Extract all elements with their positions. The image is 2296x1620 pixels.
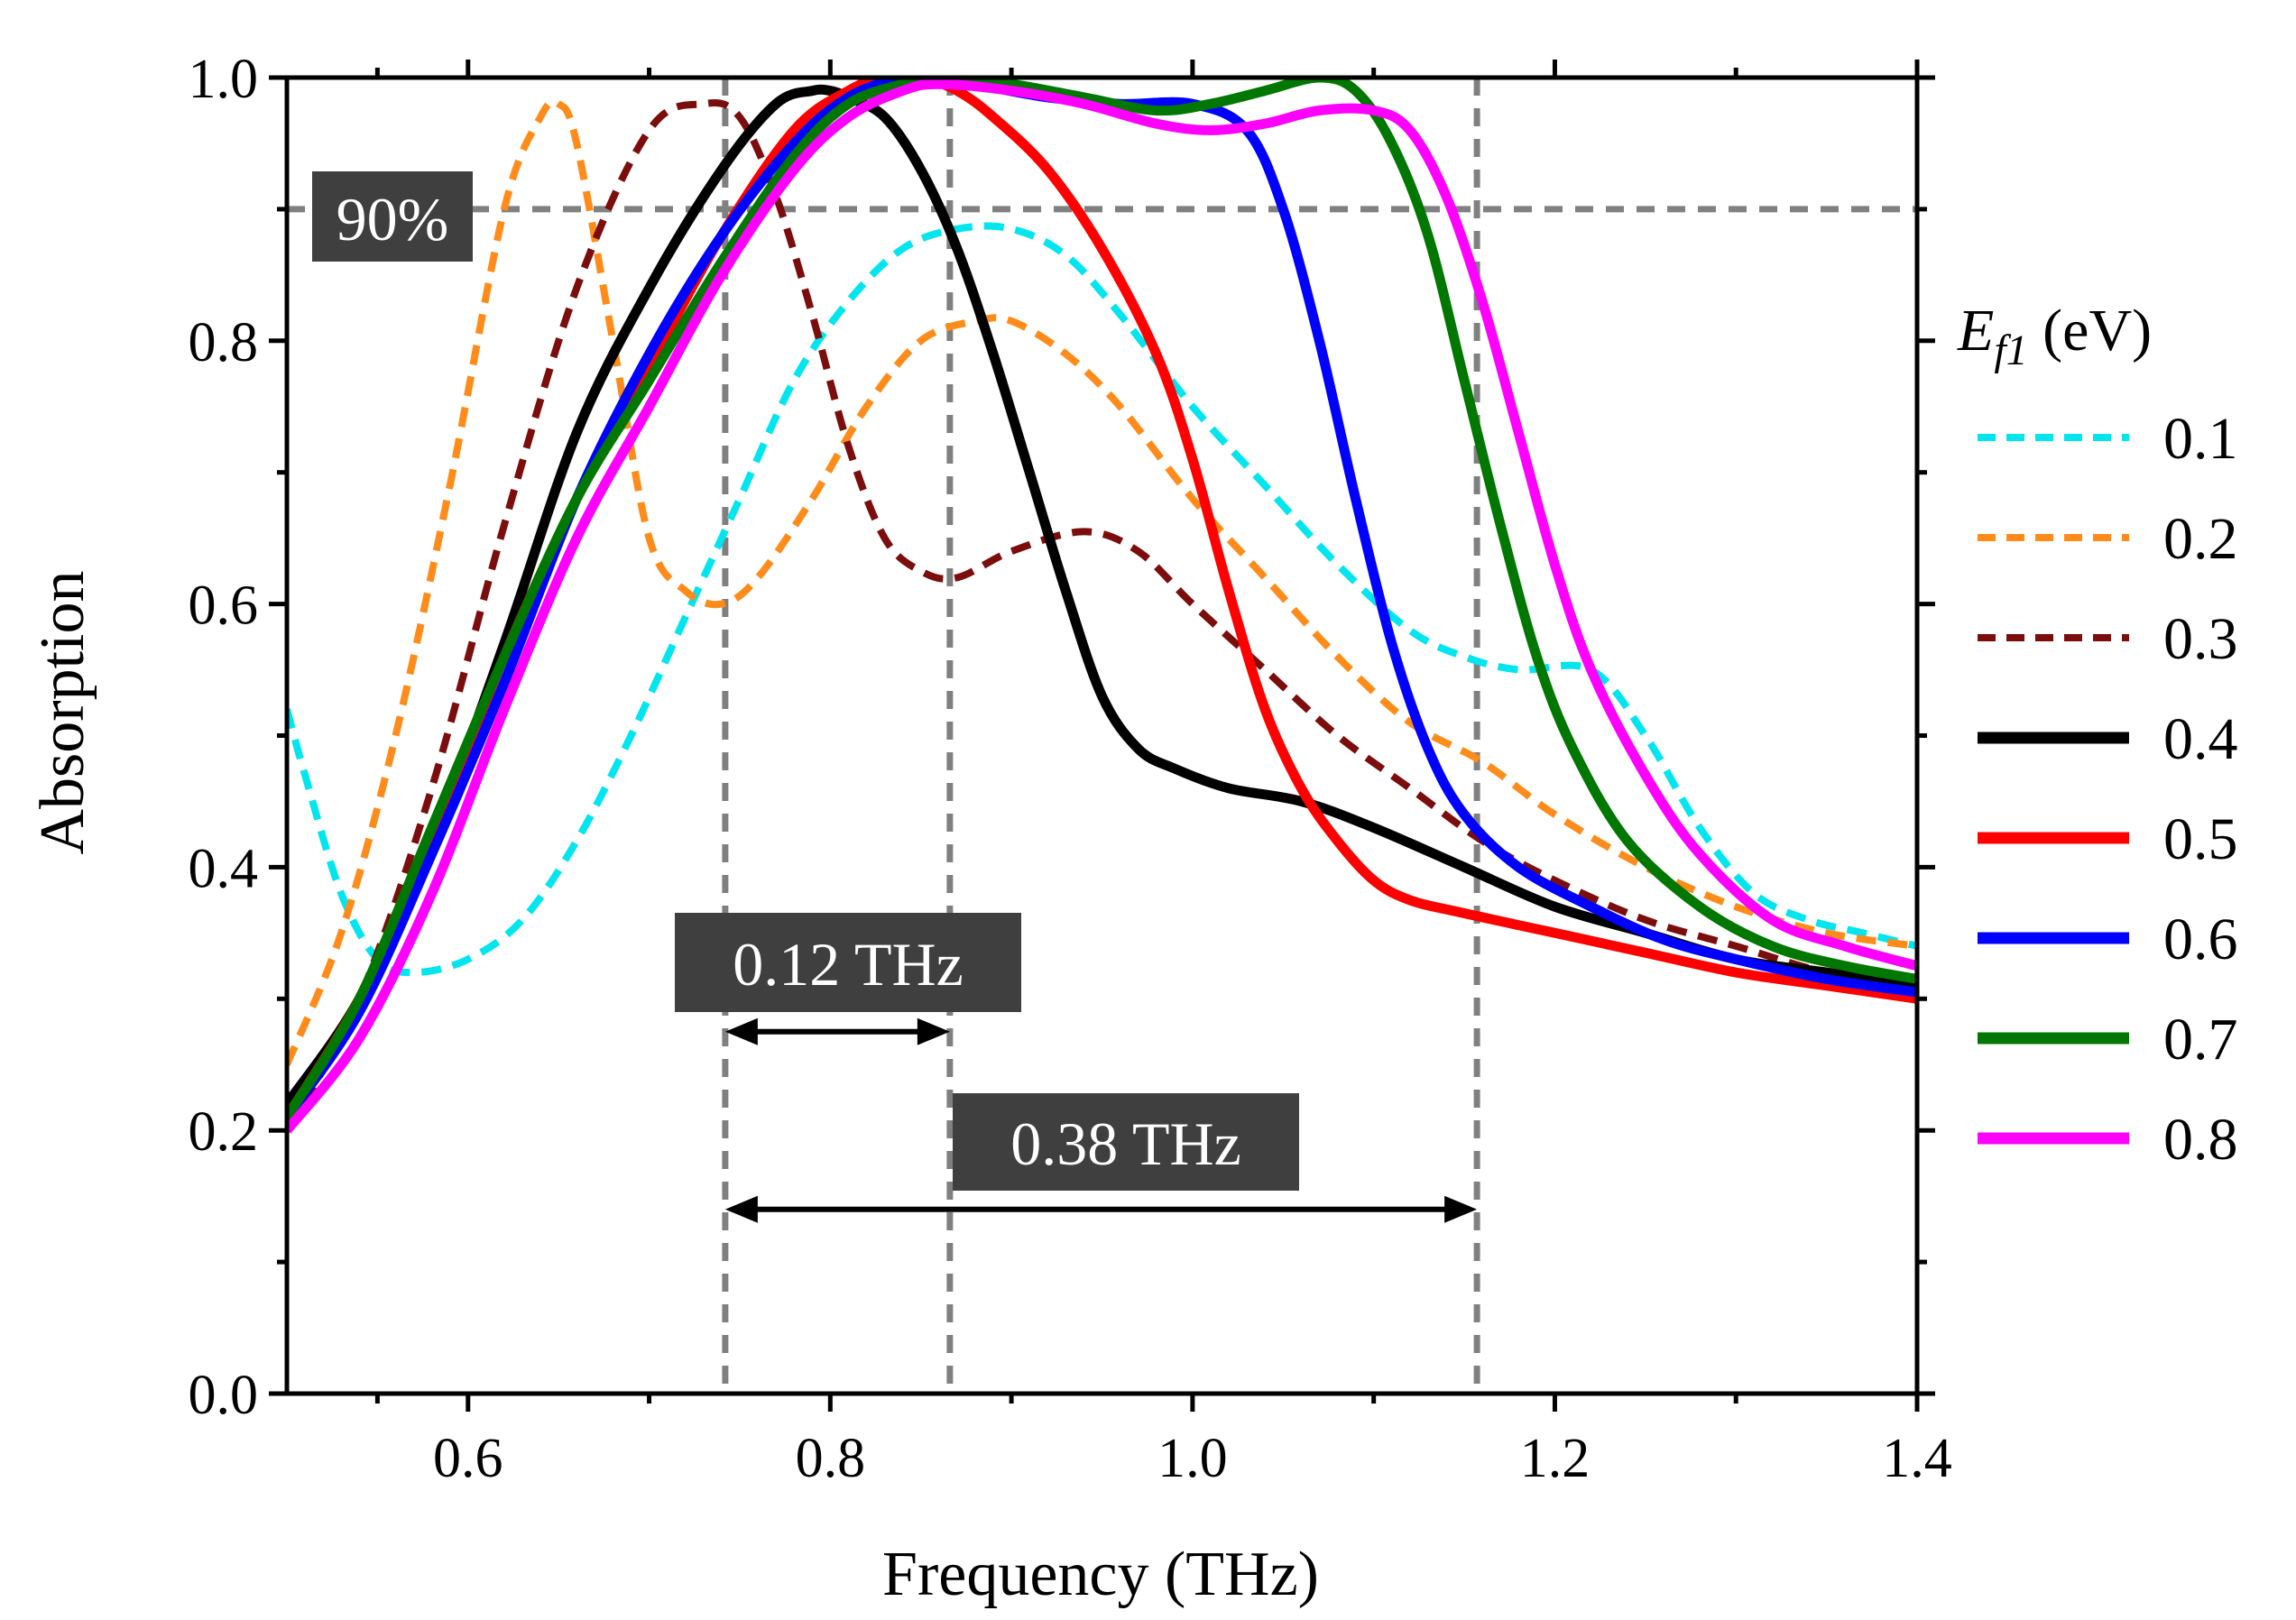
x-tick-label: 0.8: [796, 1428, 866, 1489]
series-line-0-8: [287, 78, 1917, 1134]
series-line-0-7: [287, 78, 1917, 1120]
legend-item: 0.8: [1978, 1107, 2238, 1173]
y-tick-label: 0.2: [189, 1101, 259, 1163]
y-tick-label: 0.6: [189, 575, 259, 637]
y-tick-label: 0.8: [189, 312, 259, 373]
y-axis-label: Absorption: [28, 571, 97, 855]
legend-item: 0.6: [1978, 907, 2238, 972]
legend-label: 0.1: [2163, 406, 2238, 472]
legend-item: 0.7: [1978, 1007, 2238, 1072]
plot-area: [287, 78, 1917, 1394]
series-line-0-4: [287, 84, 1917, 1108]
x-tick-label: 1.4: [1882, 1428, 1952, 1489]
legend-label: 0.7: [2163, 1007, 2238, 1072]
narrow-band-label-box: [675, 913, 1021, 1012]
legend: Ef1 (eV) 0.1 0.2 0.3 0.4 0.5 0.6 0.7 0.8: [1957, 298, 2238, 1173]
legend-item: 0.1: [1978, 406, 2238, 472]
legend-title-unit: (eV): [2028, 298, 2152, 364]
series-lines: [287, 78, 1917, 1134]
threshold-label: 90%: [337, 185, 449, 253]
legend-label: 0.2: [2163, 506, 2238, 572]
threshold-label-box: [312, 171, 473, 262]
legend-item: 0.4: [1978, 706, 2238, 772]
legend-label: 0.6: [2163, 907, 2238, 972]
narrow-band-arrow: [724, 1017, 950, 1045]
x-axis-label: Frequency (THz): [882, 1540, 1319, 1609]
narrow-band-label: 0.12 THz: [733, 930, 964, 999]
wide-band-label-box: [953, 1093, 1299, 1191]
legend-title-sub: f1: [1994, 327, 2027, 374]
legend-label: 0.5: [2163, 806, 2238, 872]
annotations: 90% 0.12 THz 0.38 THz: [312, 171, 1299, 1191]
legend-label: 0.4: [2163, 706, 2238, 772]
y-tick-label: 1.0: [189, 49, 259, 110]
legend-label: 0.3: [2163, 606, 2238, 672]
x-tick-label: 1.2: [1520, 1428, 1591, 1489]
series-line-0-1: [287, 222, 1917, 977]
x-tick-label: 0.6: [433, 1428, 503, 1489]
legend-item: 0.5: [1978, 806, 2238, 872]
y-tick-label: 0.4: [189, 838, 259, 899]
legend-items: 0.1 0.2 0.3 0.4 0.5 0.6 0.7 0.8: [1978, 406, 2238, 1173]
x-tick-label: 1.0: [1157, 1428, 1228, 1489]
legend-item: 0.3: [1978, 606, 2238, 672]
legend-title: Ef1 (eV): [1957, 298, 2152, 374]
legend-title-main: E: [1957, 298, 1994, 364]
legend-item: 0.2: [1978, 506, 2238, 572]
axis-ticks: 0.6 0.8 1.0 1.2 1.4 0.0 0.2 0.4 0.6 0.8 1.0: [189, 49, 1952, 1489]
wide-band-arrow: [724, 1195, 1478, 1223]
y-tick-label: 0.0: [189, 1365, 259, 1426]
wide-band-label: 0.38 THz: [1010, 1109, 1241, 1178]
legend-label: 0.8: [2163, 1107, 2238, 1173]
